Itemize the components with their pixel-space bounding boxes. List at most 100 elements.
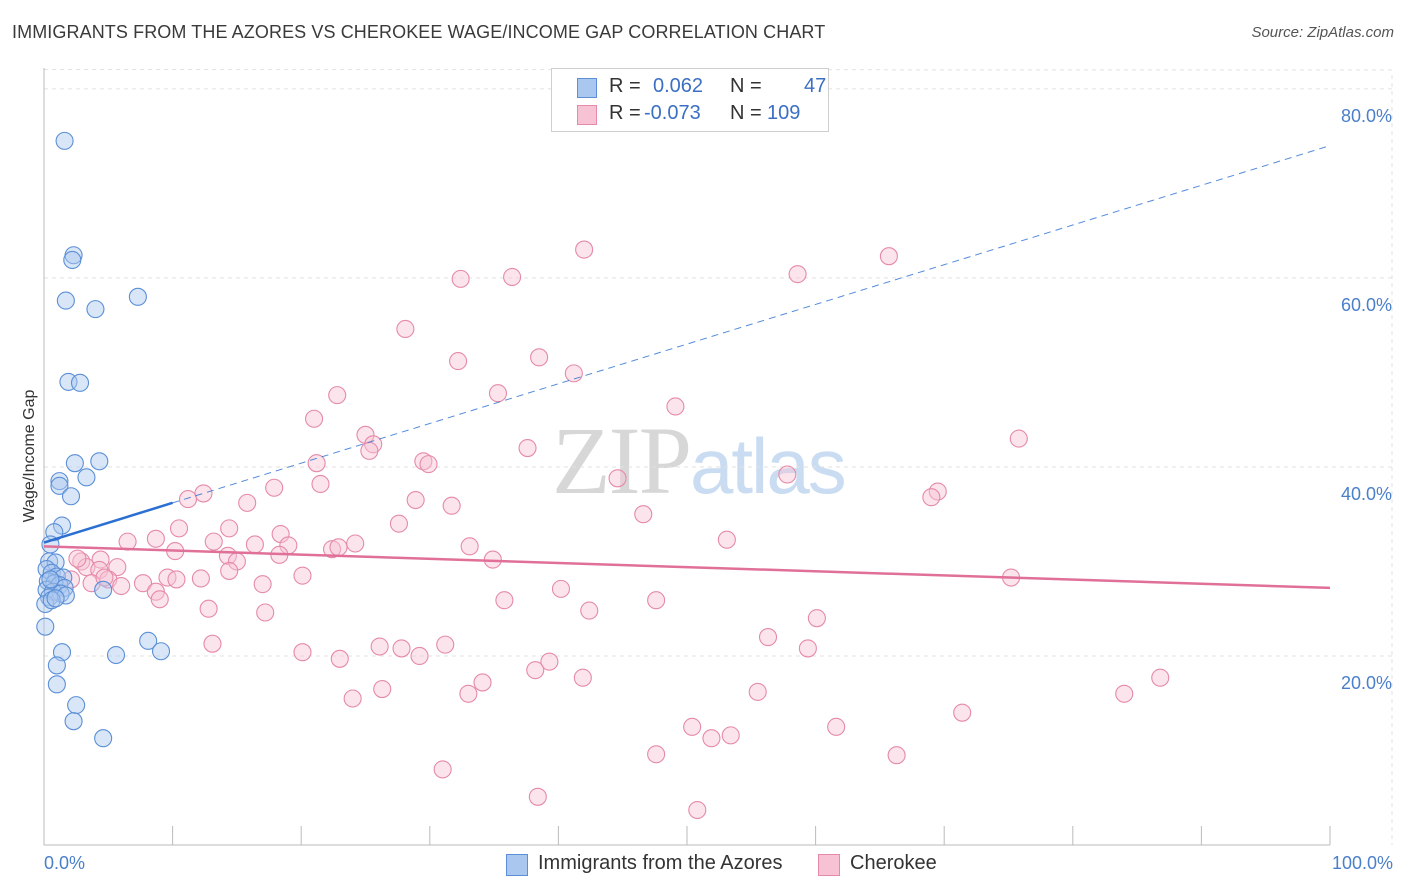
azores-point <box>128 287 147 306</box>
azores-point <box>94 580 113 599</box>
cherokee-point <box>265 478 284 497</box>
azores-point <box>47 656 66 675</box>
cherokee-point <box>410 646 429 666</box>
cherokee-point <box>459 684 478 703</box>
legend-r-value: -0.073 <box>644 102 701 124</box>
cherokee-point <box>608 469 627 488</box>
cherokee-point <box>220 519 239 538</box>
azores-point <box>63 250 82 270</box>
cherokee-point <box>634 505 653 524</box>
cherokee-point <box>373 680 392 699</box>
legend-n-label: N = <box>730 102 762 124</box>
watermark: ZIPatlas <box>552 405 847 516</box>
cherokee-point <box>256 603 275 622</box>
cherokee-point <box>647 591 666 610</box>
cherokee-point <box>307 454 326 473</box>
cherokee-point <box>396 319 415 339</box>
cherokee-trend-line <box>43 545 1331 590</box>
cherokee-point <box>419 455 438 474</box>
azores-trend-line <box>43 501 173 544</box>
cherokee-point <box>442 496 461 515</box>
source-label: Source: ZipAtlas.com <box>1251 24 1394 41</box>
azores-point <box>55 131 74 150</box>
cherokee-point <box>178 490 198 509</box>
cherokee-point <box>666 397 685 416</box>
bottom-legend-cherokee: Cherokee <box>850 852 937 874</box>
legend-n-value: 47 <box>804 75 827 97</box>
cherokee-point <box>311 474 330 494</box>
bottom-swatch-cherokee <box>818 854 840 876</box>
azores-point <box>139 631 158 650</box>
cherokee-point <box>108 558 127 577</box>
azores-point <box>67 696 86 715</box>
cherokee-point <box>460 537 479 556</box>
cherokee-point <box>220 561 239 580</box>
axes <box>43 68 1331 846</box>
cherokee-point <box>1009 429 1028 448</box>
cherokee-point <box>922 488 941 507</box>
azores-trend-dashed <box>172 145 1331 504</box>
cherokee-point <box>133 574 153 593</box>
azores-point <box>50 476 69 495</box>
azores-point <box>50 472 69 491</box>
cherokee-point <box>647 745 666 764</box>
azores-point <box>52 516 72 535</box>
azores-point <box>46 553 65 572</box>
cherokee-point <box>488 384 508 403</box>
cherokee-point <box>564 364 583 383</box>
cherokee-point <box>414 452 433 471</box>
azores-point <box>41 570 60 589</box>
cherokee-point <box>199 599 218 618</box>
cherokee-point <box>449 352 468 371</box>
cherokee-point <box>293 643 312 662</box>
cherokee-point <box>167 570 186 589</box>
y-axis-label: Wage/Income Gap <box>21 390 38 523</box>
cherokee-point <box>204 532 223 551</box>
azores-point <box>47 675 66 694</box>
cherokee-point <box>758 628 778 647</box>
cherokee-point <box>526 661 545 680</box>
cherokee-point <box>118 532 137 551</box>
cherokee-point <box>573 668 592 687</box>
cherokee-point <box>329 538 348 557</box>
cherokee-point <box>807 609 826 628</box>
watermark-zip: ZIP <box>552 407 692 514</box>
cherokee-point <box>343 689 362 708</box>
trend-lines <box>43 145 1331 590</box>
cherokee-point <box>518 438 537 458</box>
cherokee-point <box>1151 668 1170 687</box>
series-legend: Immigrants from the Azores Cherokee <box>0 851 1406 877</box>
y-tick-label: 20.0% <box>1341 673 1392 693</box>
cherokee-point <box>68 549 87 568</box>
azores-point <box>151 642 171 661</box>
bottom-legend-azores: Immigrants from the Azores <box>538 852 783 874</box>
azores-point <box>36 617 55 636</box>
cherokee-point <box>451 269 470 288</box>
cherokee-point <box>528 787 547 806</box>
cherokee-point <box>253 575 272 594</box>
cherokee-point <box>683 717 702 736</box>
y-tick-label: 60.0% <box>1341 295 1392 315</box>
cherokee-point <box>580 601 599 620</box>
cherokee-point <box>245 535 264 554</box>
cherokee-point <box>360 441 379 460</box>
cherokee-point <box>495 591 514 610</box>
cherokee-point <box>392 639 411 658</box>
cherokee-point <box>530 348 549 367</box>
cherokee-point <box>433 760 452 779</box>
legend-row-azores: R = 0.062 N = 47 <box>552 74 828 100</box>
legend-n-value: 109 <box>767 102 801 124</box>
cherokee-point <box>406 490 425 510</box>
azores-point <box>70 373 90 392</box>
cherokee-point <box>827 717 846 736</box>
cherokee-point <box>305 409 324 428</box>
cherokee-point <box>748 682 767 701</box>
cherokee-point <box>717 530 736 549</box>
legend-swatch-azores <box>577 78 597 98</box>
azores-point <box>106 645 126 665</box>
cherokee-point <box>194 484 213 503</box>
cherokee-point <box>887 746 906 765</box>
cherokee-point <box>169 519 189 538</box>
cherokee-point <box>778 465 797 484</box>
